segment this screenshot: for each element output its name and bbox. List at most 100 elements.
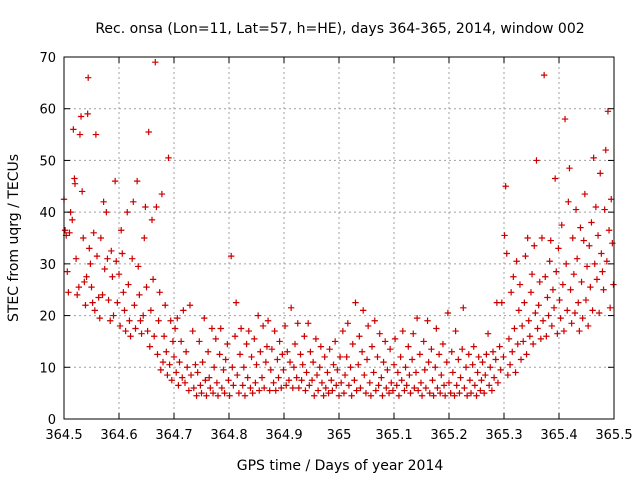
data-point [527, 289, 535, 296]
data-point [600, 286, 607, 293]
data-point [330, 361, 337, 368]
data-point [279, 351, 286, 358]
data-point [579, 314, 586, 322]
data-point [457, 374, 464, 381]
data-point [345, 382, 353, 389]
data-point [407, 389, 414, 397]
data-point [196, 338, 203, 345]
data-point [228, 252, 235, 260]
data-point [358, 348, 366, 355]
data-point [503, 250, 510, 257]
data-point [222, 356, 229, 363]
data-point [425, 358, 432, 366]
data-point [275, 374, 282, 381]
data-point [372, 387, 380, 394]
data-point [144, 327, 151, 335]
data-point [116, 322, 124, 330]
data-point [531, 242, 538, 249]
data-point [259, 322, 267, 330]
data-point [86, 245, 93, 252]
data-point [445, 379, 453, 386]
data-point [368, 343, 376, 350]
data-point [286, 358, 294, 366]
data-point [479, 358, 486, 366]
data-point [314, 387, 322, 394]
data-point [543, 333, 550, 340]
data-point [398, 377, 405, 384]
x-tick-label: 365 [327, 428, 352, 443]
data-point [254, 312, 262, 319]
x-tick-label: 364.6 [100, 428, 137, 443]
data-point [164, 371, 171, 379]
data-point [107, 317, 114, 324]
data-point [105, 296, 112, 304]
data-point [473, 392, 480, 399]
data-point [284, 348, 291, 355]
data-point [559, 281, 567, 288]
data-point [271, 327, 278, 335]
data-point [379, 392, 386, 399]
data-point [81, 278, 88, 286]
data-point [305, 320, 312, 327]
data-point [573, 255, 581, 262]
data-point [132, 325, 139, 332]
data-point [209, 389, 217, 397]
data-point [225, 377, 232, 384]
data-point [580, 237, 587, 244]
axis-ticks [63, 56, 615, 420]
data-point [321, 353, 328, 361]
data-point [410, 330, 417, 337]
data-point [190, 384, 197, 392]
data-point [494, 379, 502, 386]
data-point [356, 333, 363, 340]
data-point [124, 208, 131, 216]
data-point [236, 351, 244, 358]
data-point [455, 356, 462, 363]
data-point [364, 322, 372, 330]
data-point [308, 377, 316, 384]
data-point [99, 291, 106, 299]
data-point [367, 392, 375, 399]
data-point [207, 384, 214, 392]
data-point [391, 335, 399, 343]
data-points [60, 58, 617, 399]
data-point [549, 286, 557, 293]
data-point [129, 255, 136, 262]
data-point [307, 348, 314, 355]
data-point [213, 379, 221, 386]
x-tick-label: 364.9 [265, 428, 302, 443]
data-point [385, 389, 393, 397]
data-point [212, 335, 219, 343]
data-point [261, 384, 268, 392]
data-point [186, 302, 194, 309]
data-point [542, 273, 549, 280]
data-point [583, 263, 591, 270]
data-point [145, 128, 152, 136]
data-point [562, 260, 570, 268]
data-point [510, 273, 517, 280]
data-point [78, 188, 86, 195]
data-point [276, 338, 283, 345]
data-point [378, 374, 385, 381]
data-point [338, 379, 345, 386]
data-point [604, 108, 612, 115]
data-point [83, 273, 90, 280]
data-point [140, 312, 147, 319]
data-point [546, 258, 553, 265]
y-tick-label: 10 [39, 361, 56, 376]
data-point [298, 377, 305, 384]
data-point [440, 382, 448, 389]
data-point [320, 392, 327, 399]
data-point [526, 333, 534, 340]
data-point [329, 387, 336, 394]
data-point [347, 364, 354, 371]
data-point [484, 330, 492, 337]
data-point [287, 304, 295, 312]
data-point [366, 379, 373, 386]
data-point [291, 340, 299, 348]
data-point [388, 379, 395, 386]
data-point [401, 387, 408, 394]
data-point [189, 327, 196, 335]
data-point [529, 340, 537, 348]
data-point [248, 353, 255, 361]
